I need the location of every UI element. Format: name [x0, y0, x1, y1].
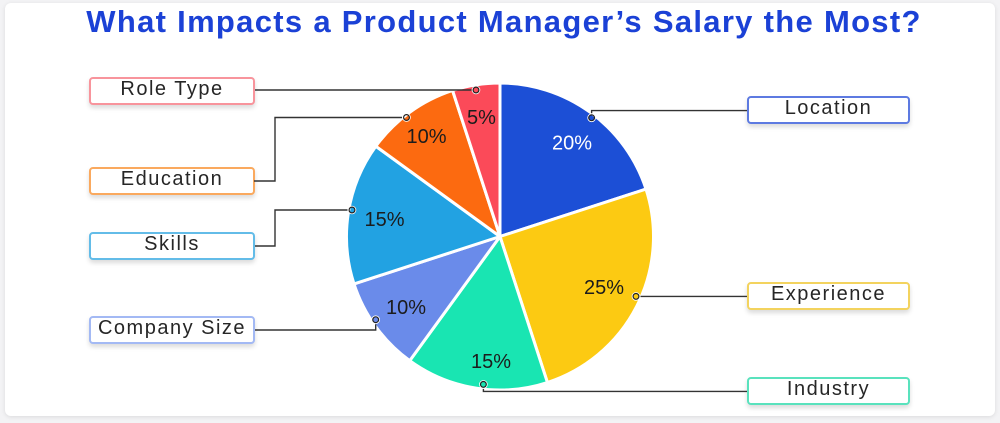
- svg-text:15%: 15%: [364, 209, 404, 231]
- svg-text:10%: 10%: [406, 126, 446, 148]
- svg-text:25%: 25%: [584, 277, 624, 299]
- svg-text:20%: 20%: [552, 133, 592, 155]
- svg-text:5%: 5%: [467, 107, 496, 129]
- svg-text:10%: 10%: [386, 297, 426, 319]
- svg-text:15%: 15%: [471, 351, 511, 373]
